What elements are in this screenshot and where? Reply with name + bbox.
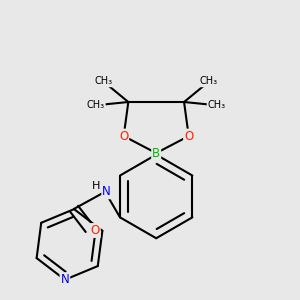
Text: CH₃: CH₃ — [208, 100, 226, 110]
Text: N: N — [61, 273, 69, 286]
Text: B: B — [152, 147, 160, 160]
Text: O: O — [119, 130, 128, 142]
Text: CH₃: CH₃ — [200, 76, 218, 86]
Text: N: N — [102, 185, 111, 198]
Text: CH₃: CH₃ — [87, 100, 105, 110]
Text: O: O — [91, 224, 100, 237]
Text: O: O — [184, 130, 193, 142]
Text: CH₃: CH₃ — [94, 76, 112, 86]
Text: H: H — [92, 181, 101, 191]
